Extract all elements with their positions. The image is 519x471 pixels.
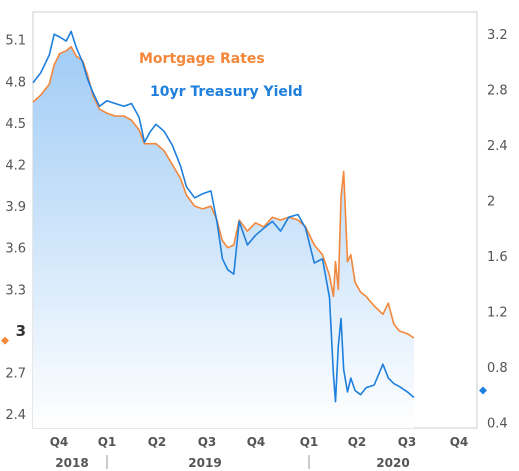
left-tick-label: 4.5 [5, 117, 26, 132]
x-quarter-label: Q4 [50, 435, 69, 449]
right-tick-label: 2 [487, 195, 495, 210]
x-year-label: 2018 [55, 456, 88, 470]
x-year-label: 2020 [376, 456, 409, 470]
left-tick-label: 2.7 [5, 367, 26, 382]
treasury-yield-line [32, 30, 415, 403]
left-tick-label: 4.8 [5, 75, 26, 90]
right-tick-label: 3.2 [487, 28, 508, 43]
right-tick-label: 0.4 [487, 416, 508, 431]
x-quarter-label: Q2 [348, 435, 367, 449]
left-axis: 5.1 4.8 4.5 4.2 3.9 3.6 3.3 3 2.7 2.4 [5, 34, 26, 423]
treasury-marker [479, 386, 487, 395]
x-quarter-label: Q2 [148, 435, 167, 449]
right-axis: 3.2 2.8 2.4 2 1.6 1.2 0.8 0.4 [487, 28, 508, 431]
x-axis: Q4 Q1 Q2 Q3 Q4 Q1 Q2 Q3 Q4 2018 2019 2020 [50, 435, 469, 470]
x-quarter-label: Q1 [98, 435, 117, 449]
left-tick-label: 5.1 [5, 34, 26, 49]
right-tick-label: 0.8 [487, 361, 508, 376]
x-quarter-label: Q1 [300, 435, 319, 449]
x-quarter-label: Q3 [198, 435, 217, 449]
right-tick-label: 1.6 [487, 250, 508, 265]
right-tick-label: 2.4 [487, 139, 508, 154]
x-quarter-label: Q4 [450, 435, 469, 449]
legend: Mortgage Rates 10yr Treasury Yield [139, 51, 303, 100]
x-year-label: 2019 [188, 456, 221, 470]
x-quarter-label: Q3 [398, 435, 417, 449]
legend-treasury-yield: 10yr Treasury Yield [150, 84, 303, 100]
x-quarter-label: Q4 [247, 435, 266, 449]
left-tick-label: 3.9 [5, 200, 26, 215]
left-tick-label: 3.3 [5, 283, 26, 298]
legend-mortgage-rates: Mortgage Rates [139, 51, 265, 67]
lines-layer [32, 30, 415, 403]
area-layer [33, 46, 414, 428]
left-tick-label: 4.2 [5, 159, 26, 174]
right-tick-label: 2.8 [487, 84, 508, 99]
left-tick-label: 3 [16, 322, 26, 340]
left-tick-label: 2.4 [5, 408, 26, 423]
right-tick-label: 1.2 [487, 306, 508, 321]
axis-markers [1, 336, 487, 395]
mortgage-area-fill [33, 46, 414, 428]
mortgage-marker [1, 336, 9, 345]
left-tick-label: 3.6 [5, 242, 26, 257]
